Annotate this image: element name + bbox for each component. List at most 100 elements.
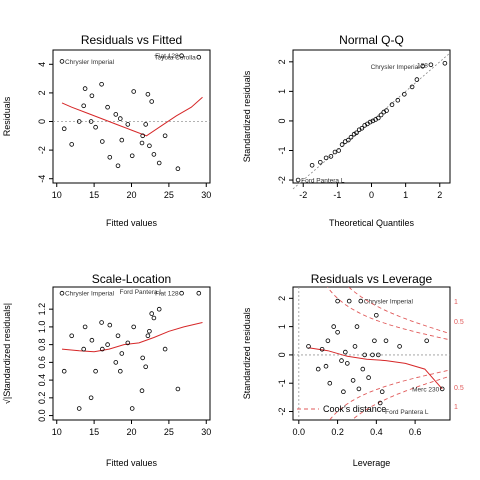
data-point bbox=[439, 386, 445, 392]
cooks-level-label: 1 bbox=[454, 299, 458, 306]
data-point bbox=[99, 320, 104, 325]
chart-title: Normal Q-Q bbox=[339, 33, 404, 47]
x-tick-label: 0.4 bbox=[370, 427, 383, 437]
cooks-legend-label: Cook's distance bbox=[323, 404, 386, 414]
y-tick-label: 0.0 bbox=[37, 409, 47, 422]
cooks-distance-contour bbox=[326, 287, 449, 340]
y-tick-label: 4 bbox=[37, 62, 47, 67]
data-point bbox=[82, 324, 88, 330]
data-point bbox=[119, 351, 125, 356]
data-point bbox=[76, 406, 82, 411]
data-point bbox=[69, 333, 74, 339]
smoothing-line bbox=[308, 347, 443, 390]
plot-frame bbox=[292, 286, 451, 421]
data-point bbox=[162, 133, 168, 139]
y-tick-label: 1.0 bbox=[37, 321, 47, 334]
x-tick-label: 0 bbox=[369, 190, 374, 200]
data-point bbox=[350, 378, 356, 383]
data-point bbox=[354, 130, 359, 136]
data-point bbox=[420, 64, 426, 69]
data-point bbox=[179, 53, 184, 58]
point-annotation: Ford Pantera L bbox=[301, 178, 345, 185]
data-point bbox=[156, 306, 162, 312]
data-point bbox=[143, 122, 149, 127]
y-tick-label: -1 bbox=[277, 146, 287, 154]
data-point bbox=[315, 366, 321, 372]
data-point bbox=[115, 333, 121, 339]
data-point bbox=[359, 126, 365, 131]
x-tick-label: 15 bbox=[89, 427, 99, 437]
x-tick-label: 30 bbox=[201, 427, 211, 437]
point-annotation: Toyota Corolla bbox=[154, 55, 196, 62]
qq-reference-line bbox=[292, 52, 451, 190]
data-point bbox=[113, 360, 119, 365]
data-point bbox=[295, 177, 301, 183]
data-point bbox=[339, 142, 345, 147]
data-point bbox=[143, 364, 149, 370]
data-point bbox=[370, 352, 375, 358]
x-tick-label: 20 bbox=[126, 427, 136, 437]
data-point bbox=[375, 352, 381, 358]
cooks-level-label: 0.5 bbox=[454, 385, 464, 392]
data-point bbox=[88, 119, 94, 124]
point-annotation: Fiat 128 bbox=[155, 53, 179, 60]
smoothing-line bbox=[61, 96, 203, 137]
chart-title: Residuals vs Fitted bbox=[81, 33, 182, 47]
chart-title: Residuals vs Leverage bbox=[311, 272, 433, 286]
data-point bbox=[397, 344, 402, 349]
data-point bbox=[317, 160, 323, 165]
data-point bbox=[375, 115, 381, 121]
y-tick-label: -2 bbox=[277, 408, 287, 416]
data-point bbox=[88, 395, 94, 401]
chart-panel-3: Scale-Location Fitted values √|Standardize… bbox=[2, 272, 211, 468]
y-axis-label: Standardized residuals bbox=[242, 307, 252, 399]
point-annotation: Ford Pantera L bbox=[385, 409, 429, 416]
data-point bbox=[323, 155, 329, 161]
y-tick-label: 0 bbox=[277, 352, 287, 357]
point-annotation: Fiat 128 bbox=[155, 291, 179, 298]
chart-panel-1: Residuals vs Fitted Fitted values Residual… bbox=[2, 33, 211, 228]
y-tick-label: 2 bbox=[277, 296, 287, 301]
data-point bbox=[151, 315, 157, 321]
x-axis-label: Theoretical Quantiles bbox=[329, 218, 415, 228]
data-point bbox=[131, 89, 137, 94]
data-point bbox=[362, 352, 368, 358]
data-point bbox=[61, 368, 67, 374]
y-tick-label: 2 bbox=[37, 90, 47, 95]
y-axis-label: √|Standardized residuals| bbox=[2, 303, 12, 404]
data-point bbox=[414, 77, 420, 82]
chart-panel-4: Residuals vs Leverage Leverage Standardize… bbox=[242, 272, 464, 468]
data-point bbox=[389, 102, 395, 107]
data-point bbox=[331, 324, 337, 329]
data-point bbox=[379, 389, 385, 395]
data-point bbox=[149, 99, 155, 104]
x-tick-label: -2 bbox=[299, 190, 307, 200]
cooks-distance-contour bbox=[351, 376, 449, 420]
data-point bbox=[118, 368, 123, 374]
data-point bbox=[306, 344, 311, 349]
data-point bbox=[335, 329, 340, 335]
data-point bbox=[309, 163, 315, 168]
data-point bbox=[59, 290, 65, 296]
point-annotation: Ford Pantera L bbox=[120, 289, 164, 296]
data-point bbox=[351, 131, 357, 137]
x-tick-label: 20 bbox=[126, 190, 136, 200]
y-tick-label: -2 bbox=[277, 176, 287, 184]
data-point bbox=[82, 86, 88, 91]
data-point bbox=[145, 333, 151, 339]
y-tick-label: 0 bbox=[37, 119, 47, 124]
y-tick-label: 2 bbox=[277, 59, 287, 64]
data-point bbox=[100, 139, 105, 144]
x-tick-label: 15 bbox=[89, 190, 99, 200]
cooks-distance-contour bbox=[348, 287, 449, 334]
data-point bbox=[100, 346, 105, 352]
data-point bbox=[356, 386, 362, 392]
point-annotation: Chrysler Imperial bbox=[364, 299, 414, 306]
point-annotation: Chrysler Imperial bbox=[65, 59, 115, 66]
data-point bbox=[125, 340, 131, 346]
data-point bbox=[139, 140, 145, 146]
data-point bbox=[332, 149, 338, 155]
data-point bbox=[99, 82, 104, 87]
data-point bbox=[61, 126, 67, 131]
data-point bbox=[76, 119, 82, 124]
